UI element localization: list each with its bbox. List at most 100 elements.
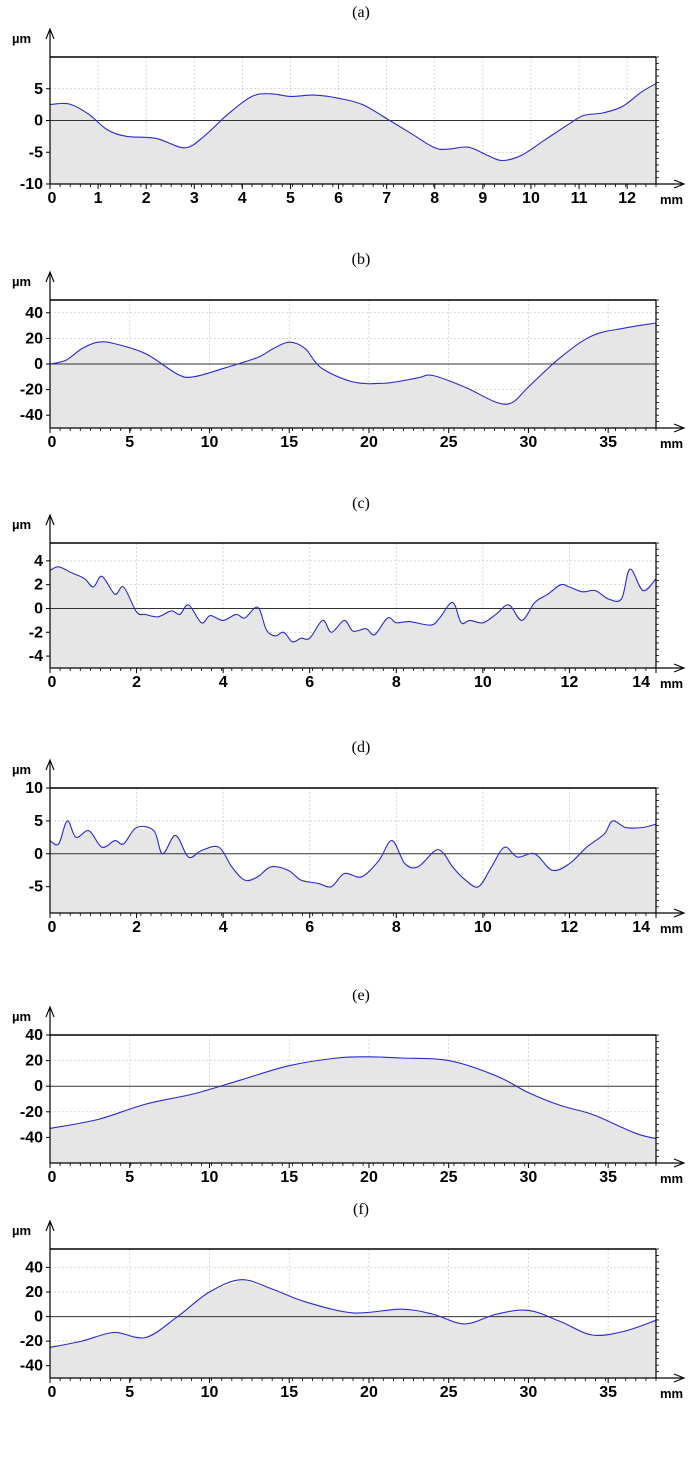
- x-tick-label: 6: [334, 190, 343, 207]
- x-tick-label: 3: [190, 190, 199, 207]
- x-tick-label: 30: [520, 434, 538, 451]
- y-tick-label: 5: [34, 813, 43, 830]
- y-tick-label: -2: [29, 624, 43, 641]
- x-tick-label: 35: [599, 434, 617, 451]
- x-tick-label: 25: [440, 434, 458, 451]
- y-tick-label: -20: [20, 1104, 43, 1121]
- x-tick-label: 8: [392, 919, 401, 936]
- x-tick-label: 4: [219, 919, 228, 936]
- y-axis-arrow-icon: [45, 270, 55, 283]
- y-unit-label: µm: [12, 274, 31, 289]
- x-tick-label: 15: [280, 434, 298, 451]
- y-tick-label: 2: [34, 577, 43, 594]
- x-tick-label: 25: [440, 1384, 458, 1401]
- y-unit-label: µm: [12, 762, 31, 777]
- x-unit-label: mm: [660, 436, 683, 451]
- chart-panel-4: (d) µm mm 0 2 4 6 8 10 12 14 10 5 0 -5: [12, 739, 686, 936]
- y-tick-label: 20: [25, 330, 43, 347]
- y-tick-label: 0: [34, 846, 43, 863]
- x-tick-label: 10: [474, 674, 492, 691]
- x-tick-label: 5: [125, 1169, 134, 1186]
- x-tick-label: 0: [48, 919, 57, 936]
- y-tick-label: 5: [34, 81, 43, 98]
- x-tick-label: 4: [219, 674, 228, 691]
- panel-caption: (d): [352, 739, 371, 756]
- y-tick-label: 40: [25, 1027, 43, 1044]
- x-tick-label: 6: [305, 919, 314, 936]
- x-unit-label: mm: [660, 1171, 683, 1186]
- y-tick-label: 0: [34, 356, 43, 373]
- x-tick-label: 0: [48, 674, 57, 691]
- x-tick-label: 0: [48, 434, 57, 451]
- y-axis-arrow-icon: [45, 1005, 55, 1018]
- x-tick-label: 5: [125, 1384, 134, 1401]
- x-tick-label: 5: [286, 190, 295, 207]
- panel-caption: (c): [352, 495, 370, 512]
- y-axis-arrow-icon: [45, 1219, 55, 1232]
- y-tick-label: 20: [25, 1284, 43, 1301]
- y-axis-arrow-icon: [45, 513, 55, 526]
- x-tick-label: 12: [561, 674, 579, 691]
- panel-caption: (a): [352, 4, 370, 21]
- x-tick-label: 11: [571, 190, 588, 207]
- x-tick-label: 8: [392, 674, 401, 691]
- profile-line: [49, 322, 657, 405]
- y-tick-label: -20: [20, 382, 43, 399]
- y-tick-label: -20: [20, 1333, 43, 1350]
- y-tick-label: 0: [34, 1078, 43, 1095]
- y-tick-label: -5: [29, 144, 43, 161]
- y-tick-label: -40: [20, 407, 43, 424]
- x-tick-label: 12: [561, 919, 579, 936]
- y-tick-label: 10: [25, 780, 43, 797]
- x-tick-label: 20: [360, 1384, 378, 1401]
- profile-area: [50, 1279, 656, 1378]
- y-tick-label: 40: [25, 305, 43, 322]
- panel-caption: (b): [352, 251, 371, 268]
- x-tick-label: 10: [522, 190, 540, 207]
- x-tick-label: 2: [142, 190, 151, 207]
- x-tick-label: 10: [201, 1169, 219, 1186]
- x-axis-arrow-icon: [673, 1158, 686, 1168]
- profile-line: [49, 1056, 657, 1140]
- y-axis-arrow-icon: [45, 758, 55, 771]
- x-tick-label: 20: [360, 1169, 378, 1186]
- x-axis-arrow-icon: [673, 1373, 686, 1383]
- x-tick-label: 14: [632, 919, 650, 936]
- y-unit-label: µm: [12, 1223, 31, 1238]
- x-unit-label: mm: [660, 1386, 683, 1401]
- y-tick-label: 0: [34, 113, 43, 130]
- profile-area: [50, 83, 656, 184]
- y-tick-label: 4: [34, 553, 43, 570]
- profile-line: [49, 1279, 657, 1348]
- y-tick-label: 20: [25, 1053, 43, 1070]
- y-unit-label: µm: [12, 31, 31, 46]
- x-tick-label: 9: [478, 190, 487, 207]
- y-axis-arrow-icon: [45, 27, 55, 40]
- profile-area: [50, 820, 656, 913]
- profile-area: [50, 566, 656, 668]
- y-tick-label: 0: [34, 1309, 43, 1326]
- x-tick-label: 2: [132, 919, 141, 936]
- x-unit-label: mm: [660, 676, 683, 691]
- x-tick-label: 30: [520, 1169, 538, 1186]
- chart-panel-5: (e) µm mm 0 5 10 15 20 25 30 35 40 20 0 -20 -40: [12, 987, 686, 1186]
- x-tick-label: 25: [440, 1169, 458, 1186]
- profile-area: [50, 323, 656, 428]
- panel-caption: (f): [353, 1201, 369, 1218]
- x-tick-label: 10: [201, 1384, 219, 1401]
- x-tick-label: 6: [305, 674, 314, 691]
- profile-line: [49, 566, 657, 643]
- x-tick-label: 5: [125, 434, 134, 451]
- x-axis-arrow-icon: [673, 663, 686, 673]
- y-tick-label: 0: [34, 600, 43, 617]
- profile-line: [49, 83, 657, 162]
- x-tick-label: 10: [201, 434, 219, 451]
- y-tick-label: 40: [25, 1259, 43, 1276]
- x-tick-label: 0: [48, 190, 57, 207]
- y-unit-label: µm: [12, 517, 31, 532]
- y-unit-label: µm: [12, 1009, 31, 1024]
- x-unit-label: mm: [660, 921, 683, 936]
- x-tick-label: 4: [238, 190, 247, 207]
